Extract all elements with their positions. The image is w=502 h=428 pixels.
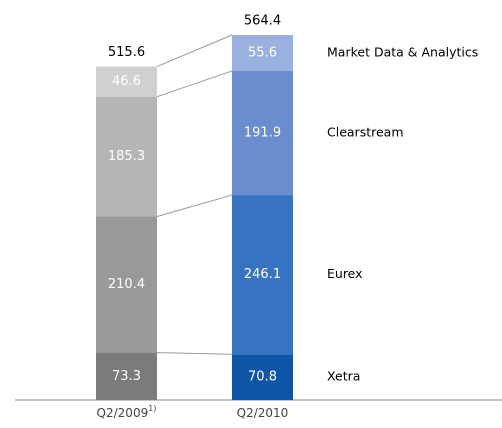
category: Q2/2009 (97, 406, 149, 420)
bar-segment (96, 216, 157, 353)
value-label: 191.9 (244, 126, 281, 141)
value-label: 55.6 (248, 45, 277, 60)
total-label: 515.6 (108, 45, 145, 60)
connector (156, 352, 233, 355)
connector (156, 194, 233, 218)
value-label: 210.4 (108, 277, 145, 292)
connector (156, 34, 233, 68)
value-label: 46.6 (112, 74, 141, 89)
bar-segment (232, 70, 293, 196)
bar-segment (96, 96, 157, 217)
bar-segment (96, 66, 157, 97)
legend-label: Xetra (327, 369, 360, 384)
legend-label: Eurex (327, 266, 363, 281)
bar-segment (96, 352, 157, 400)
legend-label: Market Data & Analytics (327, 44, 478, 59)
value-label: 73.3 (112, 369, 141, 384)
bar-segment (232, 354, 293, 400)
bar-segment (232, 195, 293, 355)
value-label: 185.3 (108, 149, 145, 164)
value-label: 246.1 (244, 267, 281, 282)
total-label: 564.4 (244, 14, 281, 29)
connector (156, 70, 233, 98)
legend-label: Clearstream (327, 125, 404, 140)
x-tick-label: Q2/2010 (237, 406, 289, 420)
footnote-marker: 1) (148, 404, 156, 413)
x-tick-label: Q2/20091) (97, 404, 157, 420)
bar-segment (232, 35, 293, 71)
value-label: 70.8 (248, 370, 277, 385)
category: Q2/2010 (237, 406, 289, 420)
